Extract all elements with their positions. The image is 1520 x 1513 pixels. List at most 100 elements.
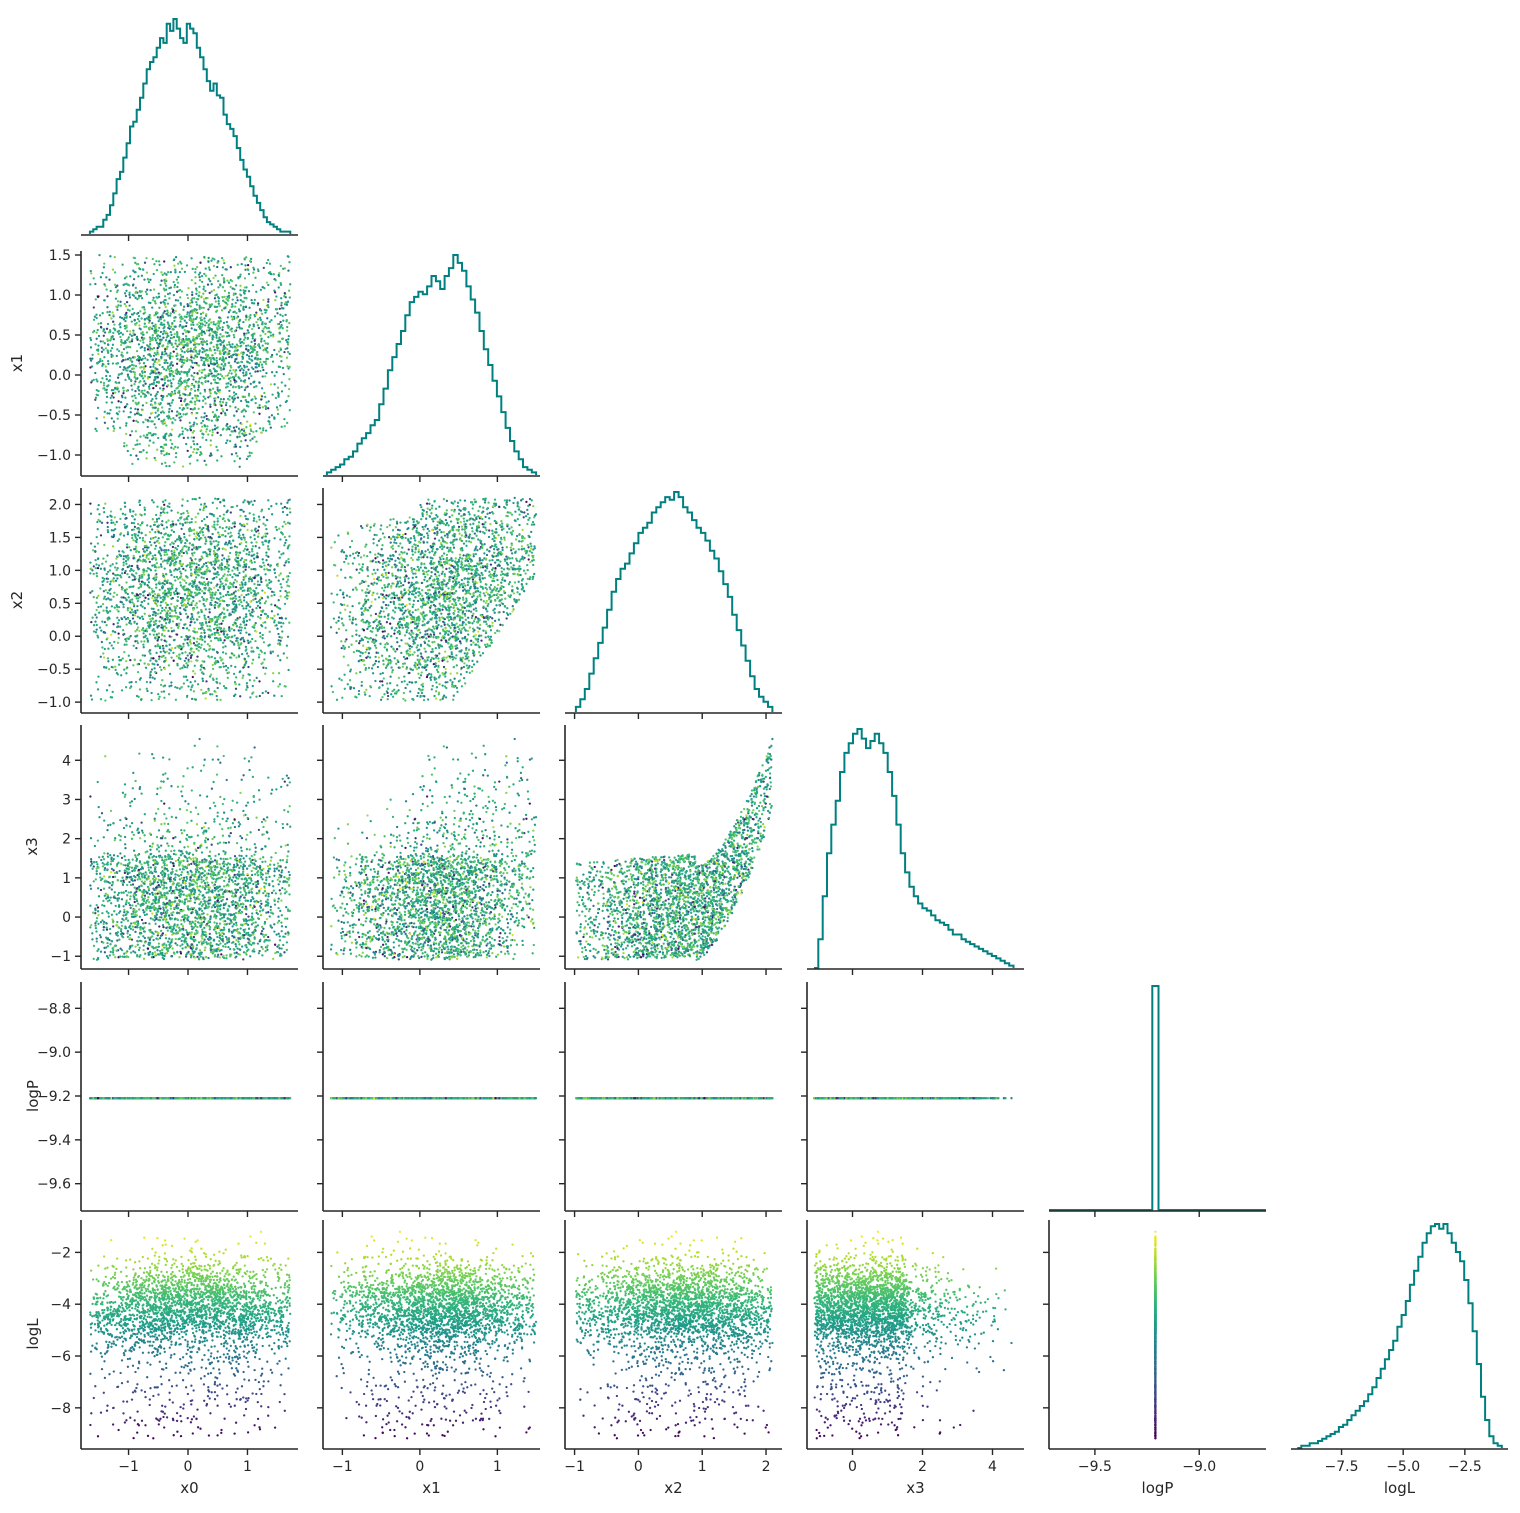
scatter-point [236, 299, 238, 301]
scatter-point [132, 448, 134, 450]
scatter-point [275, 397, 277, 399]
scatter-point [96, 575, 98, 577]
scatter-point [279, 404, 281, 406]
scatter-point [267, 304, 269, 306]
scatter-point [183, 518, 185, 520]
scatter-point [240, 386, 242, 388]
scatter-point [152, 608, 154, 610]
scatter-point [146, 546, 148, 548]
scatter-point [221, 582, 223, 584]
scatter-point [257, 324, 259, 326]
scatter-point [106, 385, 108, 387]
scatter-point [187, 664, 189, 666]
scatter-point [109, 583, 111, 585]
scatter-point [221, 577, 223, 579]
scatter-point [205, 313, 207, 315]
scatter-point [124, 303, 126, 305]
scatter-point [277, 396, 279, 398]
scatter-point [144, 513, 146, 515]
scatter-point [116, 577, 118, 579]
scatter-point [226, 634, 228, 636]
scatter-point [241, 355, 243, 357]
scatter-point [253, 302, 255, 304]
scatter-point [173, 448, 175, 450]
scatter-point [239, 626, 241, 628]
scatter-point [190, 572, 192, 574]
scatter-point [131, 389, 133, 391]
scatter-point [121, 618, 123, 620]
scatter-point [139, 537, 141, 539]
scatter-point [155, 426, 157, 428]
scatter-point [282, 327, 284, 329]
scatter-point [268, 582, 270, 584]
scatter-point [280, 356, 282, 358]
scatter-point [260, 649, 262, 651]
scatter-point [279, 321, 281, 323]
scatter-point [126, 543, 128, 545]
scatter-point [261, 321, 263, 323]
scatter-point [169, 357, 171, 359]
scatter-point [237, 419, 239, 421]
scatter-point [125, 305, 127, 307]
scatter-point [134, 640, 136, 642]
scatter-point [282, 367, 284, 369]
scatter-point [221, 375, 223, 377]
scatter-point [191, 548, 193, 550]
scatter-point [178, 535, 180, 537]
scatter-point [209, 280, 211, 282]
scatter-point [128, 376, 130, 378]
scatter-point [126, 588, 128, 590]
scatter-point [127, 533, 129, 535]
scatter-point [128, 304, 130, 306]
scatter-point [218, 316, 220, 318]
scatter-point [223, 665, 225, 667]
scatter-point [125, 640, 127, 642]
scatter-point [138, 320, 140, 322]
scatter-point [206, 598, 208, 600]
scatter-point [159, 387, 161, 389]
scatter-point [141, 306, 143, 308]
scatter-point [242, 666, 244, 668]
scatter-point [186, 642, 188, 644]
scatter-point [224, 520, 226, 522]
scatter-point [198, 408, 200, 410]
scatter-point [275, 526, 277, 528]
scatter-point [219, 682, 221, 684]
scatter-point [194, 672, 196, 674]
scatter-point [229, 594, 231, 596]
scatter-point [248, 566, 250, 568]
scatter-point [137, 600, 139, 602]
scatter-point [124, 325, 126, 327]
scatter-point [222, 335, 224, 337]
scatter-point [219, 566, 221, 568]
scatter-point [206, 625, 208, 627]
scatter-point [176, 358, 178, 360]
scatter-point [170, 342, 172, 344]
scatter-point [246, 445, 248, 447]
scatter-point [214, 349, 216, 351]
scatter-point [183, 437, 185, 439]
scatter-point [180, 415, 182, 417]
scatter-point [248, 610, 250, 612]
scatter-point [236, 625, 238, 627]
scatter-point [94, 545, 96, 547]
scatter-point [128, 546, 130, 548]
scatter-point [223, 608, 225, 610]
scatter-point [106, 328, 108, 330]
scatter-point [143, 434, 145, 436]
scatter-point [204, 320, 206, 322]
scatter-point [279, 644, 281, 646]
scatter-point [239, 534, 241, 536]
scatter-point [196, 644, 198, 646]
scatter-point [236, 505, 238, 507]
scatter-point [225, 357, 227, 359]
scatter-point [165, 306, 167, 308]
scatter-point [190, 569, 192, 571]
scatter-point [202, 357, 204, 359]
scatter-point [134, 333, 136, 335]
scatter-point [257, 605, 259, 607]
scatter-point [191, 436, 193, 438]
scatter-point [110, 510, 112, 512]
scatter-point [222, 410, 224, 412]
scatter-point [158, 403, 160, 405]
